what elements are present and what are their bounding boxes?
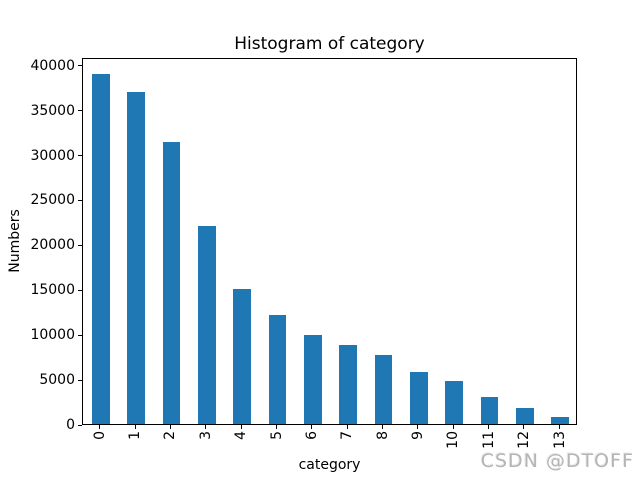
x-tick-mark [275, 425, 277, 429]
x-tick-mark [311, 425, 313, 429]
y-tick-label: 10000 [30, 327, 75, 344]
bar-category-6 [303, 335, 322, 424]
y-tick-label: 20000 [30, 237, 75, 254]
y-tick-mark [78, 244, 82, 246]
y-tick-label: 5000 [39, 372, 75, 389]
x-tick-label: 2 [162, 431, 179, 440]
x-tick-label: 4 [233, 431, 250, 440]
x-tick-mark [523, 425, 525, 429]
x-tick-mark [417, 425, 419, 429]
x-tick-label: 10 [445, 431, 462, 449]
x-tick-label: 3 [197, 431, 214, 440]
bar-category-3 [197, 226, 216, 424]
bar-category-12 [516, 407, 534, 424]
x-tick-label: 7 [339, 431, 356, 440]
y-tick-label: 35000 [30, 102, 75, 119]
x-tick-label: 12 [515, 431, 532, 449]
bar-category-0 [91, 73, 110, 424]
bar-category-7 [339, 344, 357, 424]
x-tick-mark [452, 425, 454, 429]
x-tick-mark [169, 425, 171, 429]
x-tick-label: 11 [480, 431, 497, 449]
x-tick-label: 0 [91, 431, 108, 440]
y-tick-mark [78, 110, 82, 112]
x-tick-label: 6 [303, 431, 320, 440]
y-tick-label: 40000 [30, 57, 75, 74]
chart-title: Histogram of category [234, 34, 425, 54]
y-tick-mark [78, 155, 82, 157]
y-tick-mark [78, 379, 82, 381]
bar-category-1 [127, 91, 145, 424]
x-tick-mark [240, 425, 242, 429]
x-tick-mark [99, 425, 101, 429]
x-tick-mark [488, 425, 490, 429]
bar-category-5 [268, 315, 287, 424]
y-tick-mark [78, 199, 82, 201]
x-tick-mark [558, 425, 560, 429]
x-tick-mark [382, 425, 384, 429]
x-tick-mark [346, 425, 348, 429]
bar-category-8 [374, 354, 393, 424]
x-tick-label: 13 [551, 431, 568, 449]
bar-category-9 [410, 371, 428, 424]
bar-category-11 [480, 397, 499, 424]
y-tick-label: 0 [66, 417, 75, 433]
x-tick-mark [134, 425, 136, 429]
bar-category-2 [162, 141, 181, 424]
y-tick-mark [78, 424, 82, 426]
y-tick-label: 30000 [30, 147, 75, 164]
y-tick-mark [78, 289, 82, 291]
bar-category-10 [445, 380, 464, 424]
x-tick-label: 9 [409, 431, 426, 440]
y-tick-mark [78, 65, 82, 67]
y-tick-label: 25000 [30, 192, 75, 209]
y-axis-label: Numbers [7, 209, 23, 273]
y-tick-mark [78, 334, 82, 336]
x-tick-label: 5 [268, 431, 285, 440]
bar-category-4 [233, 289, 251, 424]
bar-category-13 [551, 416, 570, 424]
plot-area [82, 58, 577, 425]
y-tick-label: 15000 [30, 282, 75, 299]
x-tick-label: 8 [374, 431, 391, 440]
x-tick-mark [205, 425, 207, 429]
watermark: CSDN @DTOFF [480, 450, 634, 472]
x-tick-label: 1 [127, 431, 144, 440]
x-axis-label: category [298, 457, 361, 473]
